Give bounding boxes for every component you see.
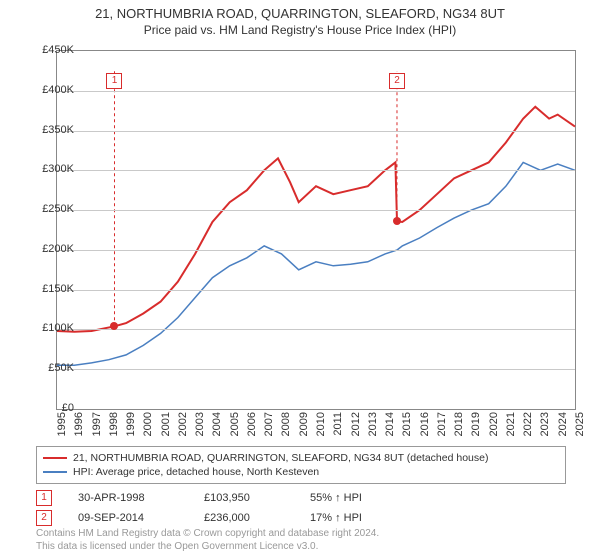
property-line xyxy=(57,107,575,332)
x-axis-label: 2020 xyxy=(488,412,500,452)
legend-item: 21, NORTHUMBRIA ROAD, QUARRINGTON, SLEAF… xyxy=(43,451,559,465)
gridline xyxy=(57,329,575,330)
x-axis-label: 1998 xyxy=(108,412,120,452)
y-axis-label: £400K xyxy=(24,84,74,96)
x-axis-label: 2018 xyxy=(453,412,465,452)
chart-container: 21, NORTHUMBRIA ROAD, QUARRINGTON, SLEAF… xyxy=(0,0,600,560)
x-axis-label: 2000 xyxy=(142,412,154,452)
sale-hpi: 17% ↑ HPI xyxy=(310,512,410,524)
y-axis-label: £450K xyxy=(24,44,74,56)
x-axis-label: 2021 xyxy=(505,412,517,452)
chart-subtitle: Price paid vs. HM Land Registry's House … xyxy=(0,21,600,37)
sale-marker-dot xyxy=(110,322,118,330)
x-axis-label: 2001 xyxy=(160,412,172,452)
x-axis-label: 2019 xyxy=(470,412,482,452)
sale-hpi: 55% ↑ HPI xyxy=(310,492,410,504)
plot-area: 12 xyxy=(56,50,576,410)
gridline xyxy=(57,131,575,132)
x-axis-label: 2013 xyxy=(367,412,379,452)
x-axis-label: 2003 xyxy=(194,412,206,452)
x-axis-label: 1996 xyxy=(73,412,85,452)
attribution-line: This data is licensed under the Open Gov… xyxy=(36,541,566,554)
x-axis-label: 1997 xyxy=(91,412,103,452)
sale-date: 30-APR-1998 xyxy=(78,492,178,504)
legend-swatch xyxy=(43,457,67,459)
x-axis-label: 2022 xyxy=(522,412,534,452)
x-axis-label: 2011 xyxy=(332,412,344,452)
chart-title: 21, NORTHUMBRIA ROAD, QUARRINGTON, SLEAF… xyxy=(0,0,600,21)
x-axis-label: 2016 xyxy=(419,412,431,452)
x-axis-label: 2017 xyxy=(436,412,448,452)
legend-label: 21, NORTHUMBRIA ROAD, QUARRINGTON, SLEAF… xyxy=(73,452,488,464)
sales-table: 1 30-APR-1998 £103,950 55% ↑ HPI 2 09-SEP-201… xyxy=(36,488,566,528)
y-axis-label: £50K xyxy=(24,362,74,374)
x-axis-label: 2002 xyxy=(177,412,189,452)
sale-marker-dot xyxy=(393,217,401,225)
sale-marker-number: 2 xyxy=(389,73,405,89)
legend-item: HPI: Average price, detached house, Nort… xyxy=(43,465,559,479)
x-axis-label: 2004 xyxy=(211,412,223,452)
x-axis-label: 2008 xyxy=(280,412,292,452)
x-axis-label: 2007 xyxy=(263,412,275,452)
sale-price: £103,950 xyxy=(204,492,284,504)
x-axis-label: 1999 xyxy=(125,412,137,452)
gridline xyxy=(57,170,575,171)
attribution: Contains HM Land Registry data © Crown c… xyxy=(36,528,566,553)
x-axis-label: 2014 xyxy=(384,412,396,452)
gridline xyxy=(57,369,575,370)
gridline xyxy=(57,290,575,291)
sale-row-number: 1 xyxy=(36,490,52,506)
line-plot xyxy=(57,51,575,409)
x-axis-label: 2023 xyxy=(539,412,551,452)
y-axis-label: £300K xyxy=(24,163,74,175)
y-axis-label: £350K xyxy=(24,124,74,136)
sale-row: 2 09-SEP-2014 £236,000 17% ↑ HPI xyxy=(36,508,566,528)
sale-row-number: 2 xyxy=(36,510,52,526)
sale-price: £236,000 xyxy=(204,512,284,524)
sale-row: 1 30-APR-1998 £103,950 55% ↑ HPI xyxy=(36,488,566,508)
sale-date: 09-SEP-2014 xyxy=(78,512,178,524)
legend-label: HPI: Average price, detached house, Nort… xyxy=(73,466,319,478)
x-axis-label: 2010 xyxy=(315,412,327,452)
x-axis-label: 2015 xyxy=(401,412,413,452)
x-axis-label: 2009 xyxy=(298,412,310,452)
attribution-line: Contains HM Land Registry data © Crown c… xyxy=(36,528,566,541)
x-axis-label: 1995 xyxy=(56,412,68,452)
x-axis-label: 2025 xyxy=(574,412,586,452)
legend-swatch xyxy=(43,471,67,473)
y-axis-label: £100K xyxy=(24,322,74,334)
gridline xyxy=(57,250,575,251)
y-axis-label: £250K xyxy=(24,203,74,215)
x-axis-label: 2005 xyxy=(229,412,241,452)
y-axis-label: £200K xyxy=(24,243,74,255)
x-axis-label: 2006 xyxy=(246,412,258,452)
x-axis-label: 2024 xyxy=(557,412,569,452)
hpi-line xyxy=(57,162,575,365)
gridline xyxy=(57,91,575,92)
sale-marker-number: 1 xyxy=(106,73,122,89)
y-axis-label: £150K xyxy=(24,283,74,295)
gridline xyxy=(57,210,575,211)
x-axis-label: 2012 xyxy=(350,412,362,452)
